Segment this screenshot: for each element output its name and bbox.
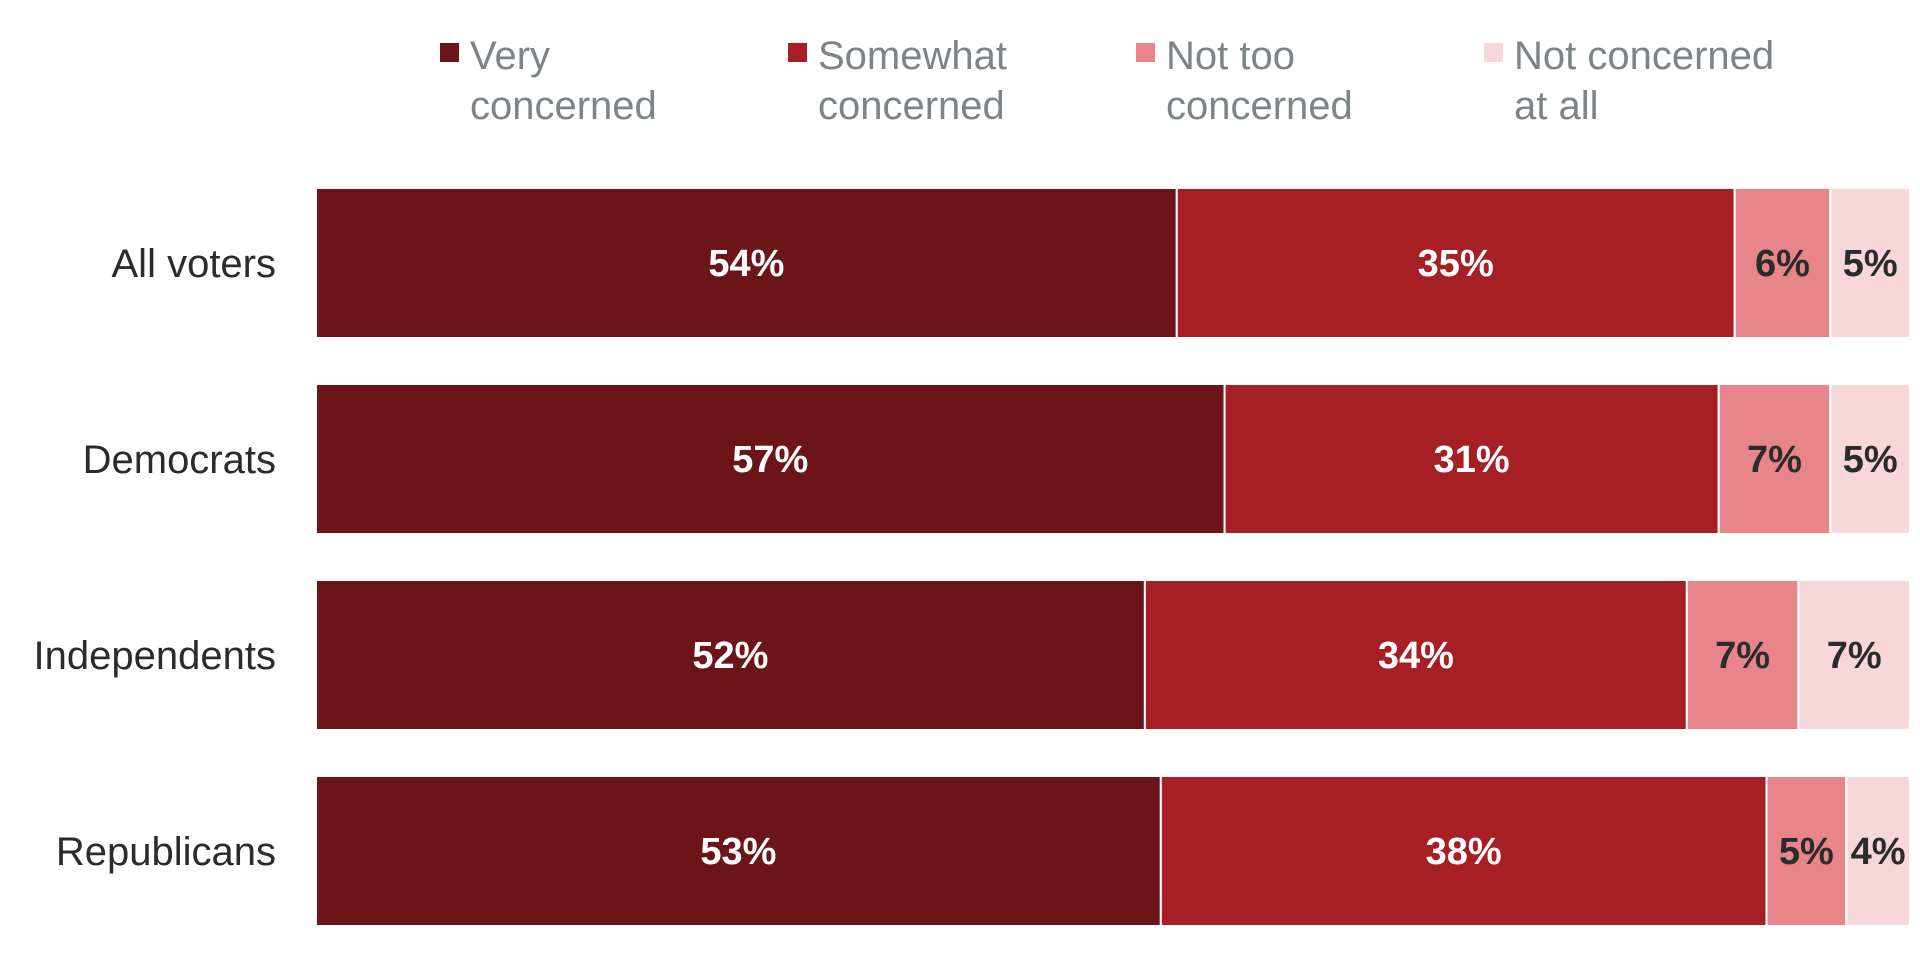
data-label-democrats-very-concerned: 57% [732,439,808,481]
category-label-democrats: Democrats [83,438,276,482]
data-label-all-voters-not-too-concerned: 6% [1755,243,1810,285]
category-label-independents: Independents [34,634,276,678]
bar-segment-independents-not-concerned-at-all [1797,579,1912,731]
bar-segment-democrats-not-concerned-at-all [1829,383,1912,535]
data-label-republicans-somewhat-concerned: 38% [1426,831,1502,873]
legend-label-not-concerned-at-all: Not concerned at all [1514,34,1774,128]
category-label-all-voters: All voters [112,242,277,286]
data-label-democrats-somewhat-concerned: 31% [1434,439,1510,481]
bar-segment-all-voters-not-too-concerned [1733,187,1832,339]
legend-swatch-very-concerned [440,43,459,62]
data-label-republicans-very-concerned: 53% [700,831,776,873]
bar-segment-republicans-very-concerned [315,775,1162,927]
bar-segment-democrats-not-too-concerned [1717,383,1832,535]
bar-row-republicans: Republicans 53% 38% 5% 4% [56,775,1911,927]
legend-item-not-too-concerned: Not too concerned [1136,34,1353,128]
bar-segment-all-voters-somewhat-concerned [1175,187,1736,339]
data-label-all-voters-very-concerned: 54% [708,243,784,285]
legend-item-very-concerned: Very concerned [440,34,657,128]
data-label-all-voters-not-concerned-at-all: 5% [1843,243,1898,285]
bar-segment-independents-somewhat-concerned [1143,579,1688,731]
data-label-democrats-not-too-concerned: 7% [1747,439,1802,481]
bar-row-independents: Independents 52% 34% 7% 7% [34,579,1912,731]
bar-segment-republicans-not-concerned-at-all [1845,775,1911,927]
bar-segment-independents-very-concerned [315,579,1146,731]
data-label-democrats-not-concerned-at-all: 5% [1843,439,1898,481]
bar-segment-republicans-somewhat-concerned [1159,775,1768,927]
data-label-independents-not-too-concerned: 7% [1715,635,1770,677]
legend-label-not-too-concerned: Not too concerned [1166,34,1353,128]
data-label-independents-very-concerned: 52% [692,635,768,677]
bar-segment-all-voters-very-concerned [315,187,1178,339]
data-label-republicans-not-concerned-at-all: 4% [1851,831,1906,873]
bar-row-all-voters: All voters 54% 35% 6% 5% [112,187,1912,339]
data-label-republicans-not-too-concerned: 5% [1779,831,1834,873]
data-label-independents-not-concerned-at-all: 7% [1827,635,1882,677]
data-label-all-voters-somewhat-concerned: 35% [1418,243,1494,285]
bar-segment-all-voters-not-concerned-at-all [1829,187,1912,339]
legend-swatch-not-concerned-at-all [1484,43,1503,62]
bar-segment-democrats-somewhat-concerned [1223,383,1720,535]
legend-item-not-concerned-at-all: Not concerned at all [1484,34,1774,128]
category-label-republicans: Republicans [56,830,276,874]
legend: Very concerned Somewhat concerned Not too con… [440,34,1774,128]
bar-row-democrats: Democrats 57% 31% 7% 5% [83,383,1912,535]
data-label-independents-somewhat-concerned: 34% [1378,635,1454,677]
legend-swatch-somewhat-concerned [788,43,807,62]
legend-item-somewhat-concerned: Somewhat concerned [788,34,1007,128]
bars: All voters 54% 35% 6% 5% Democrats 57% 31% 7% 5% I… [34,187,1912,927]
legend-label-somewhat-concerned: Somewhat concerned [818,34,1007,128]
legend-label-very-concerned: Very concerned [470,34,657,128]
legend-swatch-not-too-concerned [1136,43,1155,62]
bar-segment-democrats-very-concerned [315,383,1226,535]
